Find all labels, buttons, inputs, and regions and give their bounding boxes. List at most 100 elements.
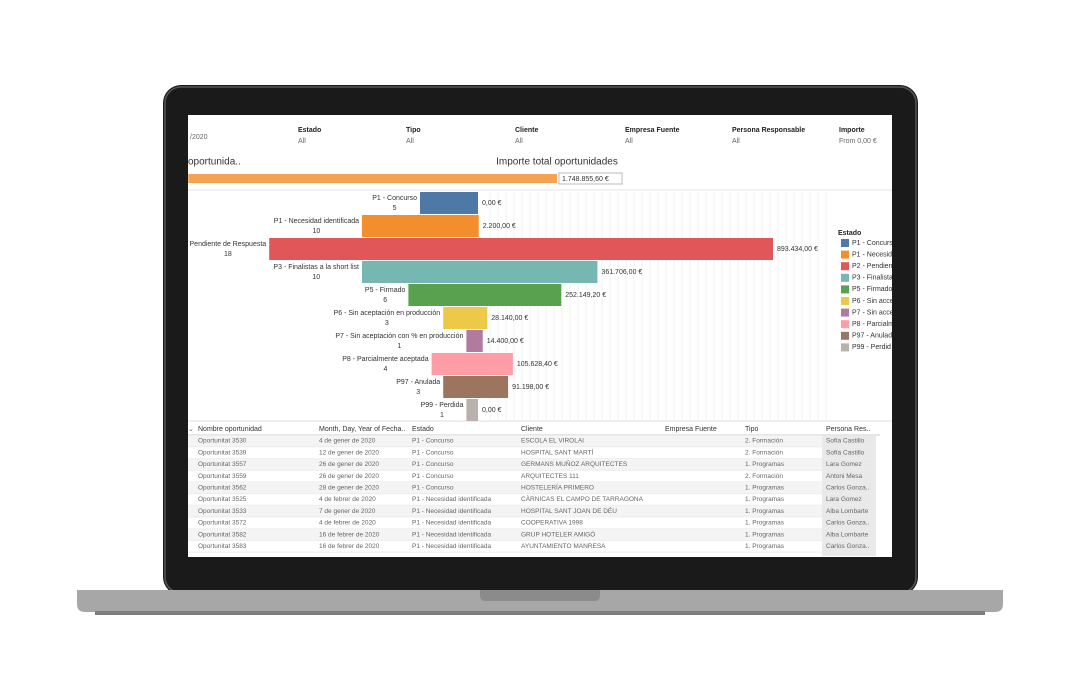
table-cell: 26 de gener de 2020	[319, 461, 379, 468]
funnel-count-bar[interactable]	[408, 284, 478, 306]
legend-item[interactable]: P1 - Necesid	[852, 251, 892, 258]
legend-title: Estado	[838, 230, 861, 237]
table-cell: COOPERATIVA 1998	[521, 520, 583, 527]
legend-item[interactable]: P6 - Sin acce	[852, 298, 894, 305]
column-header[interactable]: Month, Day, Year of Fecha..	[319, 426, 405, 433]
column-header[interactable]: Persona Res..	[826, 426, 870, 433]
legend-item[interactable]: P5 - Firmado	[852, 286, 893, 293]
funnel-count-bar[interactable]	[420, 192, 478, 214]
legend-swatch[interactable]	[841, 273, 849, 282]
funnel-count-bar[interactable]	[269, 238, 478, 260]
column-header[interactable]: Nombre oportunidad	[198, 426, 262, 433]
legend-swatch[interactable]	[841, 308, 849, 317]
funnel-value-bar[interactable]	[478, 284, 562, 306]
legend-item[interactable]: P2 - Pendien	[852, 263, 893, 270]
table-cell: Sofía Castillo	[826, 449, 865, 456]
table-cell: GRUP HOTELER AMIGÓ	[521, 529, 595, 538]
table-cell: P1 - Concurso	[412, 449, 454, 456]
filter-value[interactable]: All	[406, 138, 414, 145]
legend-item[interactable]: P99 - Perdid	[852, 344, 891, 351]
stage-label: P8 - Parcialmente aceptada	[342, 356, 428, 363]
table-cell: 16 de febrer de 2020	[319, 543, 380, 550]
legend-swatch[interactable]	[841, 250, 849, 259]
funnel-count-bar[interactable]	[466, 399, 478, 421]
table-cell: 4 de gener de 2020	[319, 438, 376, 445]
value-label: 28.140,00 €	[491, 315, 528, 322]
table-cell: Sofía Castillo	[826, 438, 865, 445]
row-band	[188, 482, 822, 494]
filter-value[interactable]: All	[732, 138, 740, 145]
funnel-value-bar[interactable]	[478, 376, 509, 398]
value-label: 91.198,00 €	[512, 384, 549, 391]
table-cell: Lara Gomez	[826, 496, 862, 503]
funnel-count-bar[interactable]	[431, 353, 478, 375]
funnel-value-bar[interactable]	[478, 261, 598, 283]
table-cell: Carlos Gonza..	[826, 520, 870, 527]
table-cell: ARQUITECTES 111	[521, 473, 579, 480]
column-highlight	[822, 436, 876, 556]
table-cell: P1 - Concurso	[412, 485, 454, 492]
legend-item[interactable]: P3 - Finalistas	[852, 275, 897, 282]
table-cell: 1. Programas	[745, 496, 785, 503]
filter-value[interactable]: All	[515, 138, 523, 145]
legend-swatch[interactable]	[841, 297, 849, 305]
legend-item[interactable]: P1 - Concurso	[852, 240, 897, 247]
funnel-count-bar[interactable]	[362, 261, 478, 283]
table-cell: 2. Formación	[745, 473, 783, 480]
filter-value[interactable]: All	[298, 138, 306, 145]
legend-swatch[interactable]	[841, 331, 849, 340]
value-label: 0,00 €	[482, 200, 502, 207]
date-filter[interactable]: /2020	[190, 134, 208, 141]
table-cell: 7 de gener de 2020	[319, 508, 376, 515]
row-band	[188, 505, 822, 518]
column-header[interactable]: Cliente	[521, 426, 543, 433]
stage-count: 5	[393, 205, 397, 212]
funnel-count-bar[interactable]	[443, 376, 478, 398]
table-cell: Oportunitat 3562	[198, 485, 247, 492]
row-band	[188, 435, 822, 447]
column-header[interactable]: Estado	[412, 426, 434, 433]
funnel-value-bar[interactable]	[478, 238, 773, 260]
funnel-count-bar[interactable]	[466, 330, 478, 352]
table-cell: P1 - Concurso	[412, 473, 454, 480]
filter-label: Tipo	[406, 127, 421, 134]
value-label: 361.706,00 €	[601, 269, 642, 276]
filter-value[interactable]: From 0,00 €	[839, 138, 877, 145]
table-cell: 4 de febrer de 2020	[319, 496, 376, 503]
legend-swatch[interactable]	[841, 262, 849, 271]
table-cell: HOSPITAL SANT MARTÍ	[521, 447, 594, 456]
stage-label: P1 - Concurso	[372, 195, 417, 202]
legend-item[interactable]: P97 - Anulad	[852, 333, 892, 340]
collapse-arrow[interactable]: ⌄	[188, 426, 194, 433]
legend-item[interactable]: P7 - Sin acce	[852, 309, 894, 316]
total-bar	[188, 174, 557, 183]
column-header[interactable]: Tipo	[745, 426, 758, 433]
table-cell: Lara Gomez	[826, 461, 862, 468]
table-cell: 28 de gener de 2020	[319, 485, 379, 492]
table-cell: P1 - Necesidad identificada	[412, 496, 492, 503]
funnel-value-bar[interactable]	[478, 330, 483, 352]
column-header[interactable]: Empresa Fuente	[665, 426, 717, 433]
stage-label: P1 - Necesidad identificada	[274, 218, 359, 225]
legend-swatch[interactable]	[841, 320, 849, 329]
table-cell: P1 - Concurso	[412, 438, 454, 445]
table-cell: Oportunitat 3533	[198, 508, 247, 515]
legend-swatch[interactable]	[841, 239, 849, 247]
funnel-count-bar[interactable]	[443, 307, 478, 329]
funnel-value-bar[interactable]	[478, 307, 488, 329]
legend-item[interactable]: P8 - Parcialm	[852, 321, 894, 328]
value-label: 252.149,20 €	[565, 292, 606, 299]
table-cell: ESCOLA EL VIROLAI	[521, 438, 584, 445]
table-cell: Alba Lombarte	[826, 508, 869, 515]
funnel-count-bar[interactable]	[362, 215, 478, 237]
value-label: 0,00 €	[482, 407, 502, 414]
legend-swatch[interactable]	[841, 343, 849, 352]
stage-count: 6	[383, 297, 387, 304]
funnel-value-bar[interactable]	[478, 215, 479, 237]
funnel-value-bar[interactable]	[478, 353, 513, 375]
table-cell: 4 de febrer de 2020	[319, 520, 376, 527]
filter-value[interactable]: All	[625, 138, 633, 145]
filter-label: Cliente	[515, 127, 538, 134]
legend-swatch[interactable]	[841, 285, 849, 294]
